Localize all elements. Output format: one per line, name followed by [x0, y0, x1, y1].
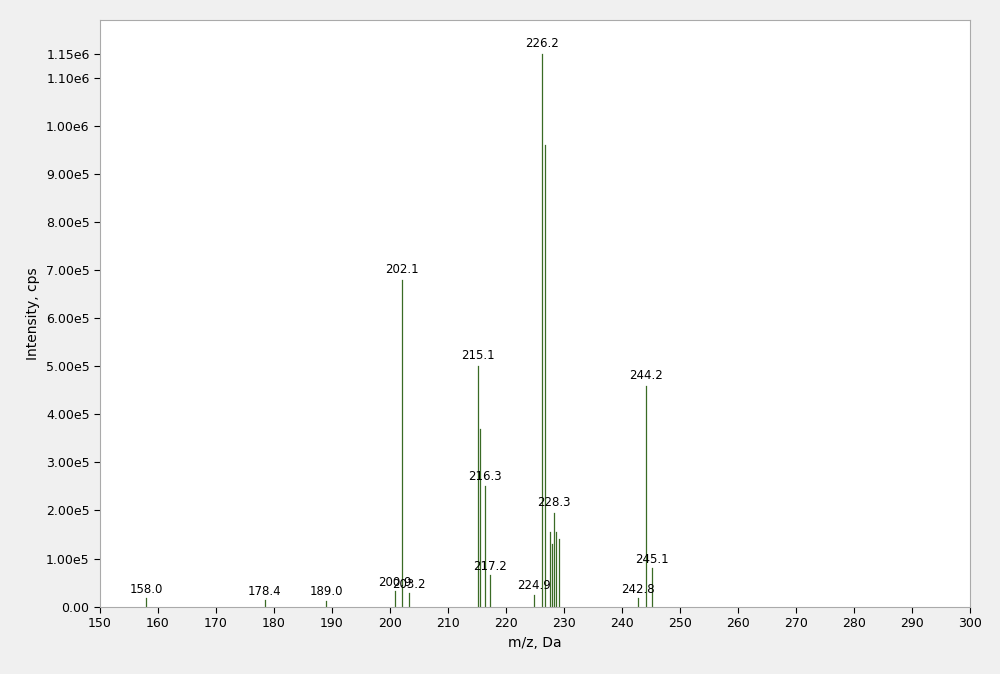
Text: 224.9: 224.9: [518, 579, 551, 592]
Text: 202.1: 202.1: [385, 263, 419, 276]
Text: 189.0: 189.0: [309, 586, 343, 599]
Text: 203.2: 203.2: [392, 578, 425, 590]
Text: 217.2: 217.2: [473, 560, 507, 573]
Text: 245.1: 245.1: [635, 553, 668, 565]
Text: 216.3: 216.3: [468, 470, 501, 483]
Text: 242.8: 242.8: [621, 582, 655, 596]
Y-axis label: Intensity, cps: Intensity, cps: [26, 267, 40, 360]
Text: 158.0: 158.0: [130, 582, 163, 596]
Text: 228.3: 228.3: [537, 496, 571, 509]
X-axis label: m/z, Da: m/z, Da: [508, 636, 562, 650]
Text: 226.2: 226.2: [525, 37, 559, 50]
Text: 178.4: 178.4: [248, 585, 282, 598]
Text: 215.1: 215.1: [461, 349, 494, 363]
Text: 200.9: 200.9: [378, 576, 412, 589]
Text: 244.2: 244.2: [629, 369, 663, 381]
